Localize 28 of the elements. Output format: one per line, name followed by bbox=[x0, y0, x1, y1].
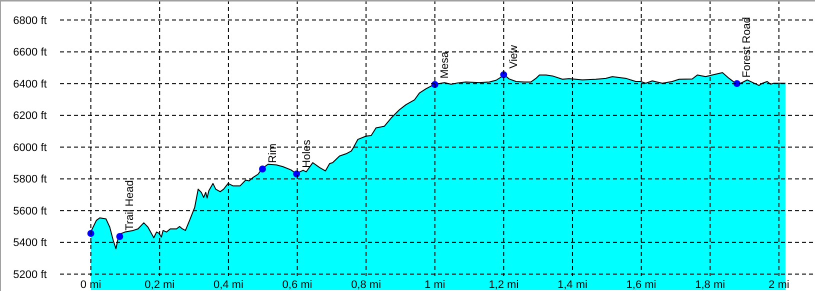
x-tick-label: 0,8 mi bbox=[351, 279, 382, 291]
x-tick-label: 1 mi bbox=[424, 279, 446, 291]
x-tick-label: 1,6 mi bbox=[626, 279, 656, 291]
point bbox=[293, 170, 300, 178]
x-tick-label: 0,6 mi bbox=[282, 279, 312, 291]
y-tick-label: 6400 ft bbox=[13, 78, 47, 90]
x-tick-label: 1,8 mi bbox=[695, 279, 726, 291]
point bbox=[733, 80, 740, 88]
annotation: Mesa bbox=[439, 50, 452, 79]
x-tick-label: 1,2 mi bbox=[488, 279, 519, 291]
x-tick-label: 1,4 mi bbox=[558, 279, 588, 291]
y-tick-label: 5800 ft bbox=[13, 174, 47, 186]
y-tick-label: 6200 ft bbox=[13, 110, 47, 122]
annotation: Rim bbox=[266, 143, 279, 163]
y-tick-label: 5400 ft bbox=[13, 237, 47, 250]
point bbox=[116, 233, 124, 240]
y-tick-label: 5600 ft bbox=[13, 205, 47, 218]
x-tick-label: 0,2 mi bbox=[144, 279, 175, 291]
y-tick-label: 5200 ft bbox=[13, 268, 47, 281]
y-tick-label: 6800 ft bbox=[13, 14, 47, 27]
annotation: View bbox=[508, 44, 520, 69]
y-tick-label: 6600 ft bbox=[13, 46, 47, 59]
y-tick-label: 6000 ft bbox=[13, 142, 47, 154]
annotation: Holes bbox=[300, 139, 313, 168]
point bbox=[87, 230, 94, 237]
point bbox=[259, 166, 266, 172]
annotation: Forest Road bbox=[741, 17, 754, 78]
x-tick-label: 0,4 mi bbox=[213, 279, 244, 291]
